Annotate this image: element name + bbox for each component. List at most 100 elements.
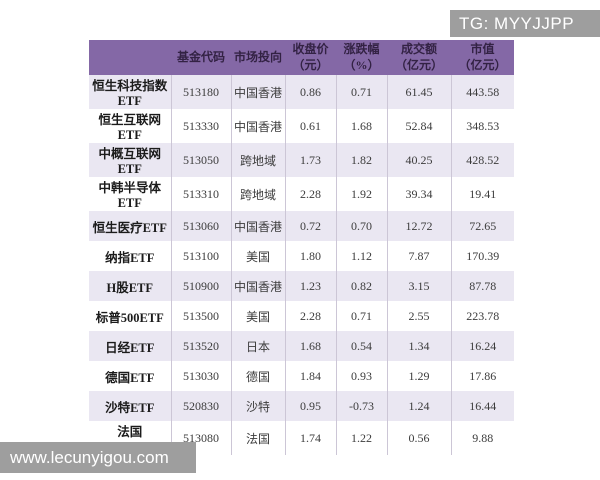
market-cell: 中国香港 [230, 75, 285, 109]
market-cell: 美国 [230, 301, 285, 331]
turnover-cell: 1.24 [386, 391, 451, 421]
header-close-price: 收盘价 （元） [285, 40, 336, 75]
close-price-cell: 1.68 [284, 331, 336, 361]
table-row: 恒生互联网ETF 513330 中国香港 0.61 1.68 52.84 348… [89, 109, 514, 143]
change-pct-cell: 0.70 [335, 211, 387, 241]
market-cap-cell: 17.86 [450, 361, 514, 391]
fund-code-cell: 513060 [170, 211, 231, 241]
turnover-cell: 2.55 [386, 301, 451, 331]
market-cell: 中国香港 [230, 211, 285, 241]
market-cap-cell: 428.52 [450, 143, 514, 177]
fund-code-cell: 520830 [170, 391, 231, 421]
fund-code-cell: 513330 [170, 109, 231, 143]
table-row: H股ETF 510900 中国香港 1.23 0.82 3.15 87.78 [89, 271, 514, 301]
market-cell: 法国 [230, 421, 285, 455]
header-change-pct: 涨跌幅 （%） [336, 40, 387, 75]
close-price-cell: 0.95 [284, 391, 336, 421]
table-row: 中概互联网ETF 513050 跨地域 1.73 1.82 40.25 428.… [89, 143, 514, 177]
market-cap-cell: 348.53 [450, 109, 514, 143]
market-cell: 沙特 [230, 391, 285, 421]
turnover-cell: 7.87 [386, 241, 451, 271]
market-cap-cell: 223.78 [450, 301, 514, 331]
market-cap-cell: 87.78 [450, 271, 514, 301]
change-pct-cell: 0.71 [335, 301, 387, 331]
header-market-cap: 市值 （亿元） [451, 40, 514, 75]
market-cell: 德国 [230, 361, 285, 391]
turnover-cell: 12.72 [386, 211, 451, 241]
change-pct-cell: 0.71 [335, 75, 387, 109]
fund-code-cell: 513310 [170, 177, 231, 211]
change-pct-cell: 0.93 [335, 361, 387, 391]
market-cell: 美国 [230, 241, 285, 271]
close-price-cell: 1.73 [284, 143, 336, 177]
market-cap-cell: 19.41 [450, 177, 514, 211]
fund-name-cell: 纳指ETF [105, 250, 155, 265]
fund-code-cell: 513180 [170, 75, 231, 109]
fund-code-cell: 510900 [170, 271, 231, 301]
change-pct-cell: 0.82 [335, 271, 387, 301]
turnover-cell: 3.15 [386, 271, 451, 301]
close-price-cell: 0.72 [284, 211, 336, 241]
close-price-cell: 0.61 [284, 109, 336, 143]
market-cap-cell: 443.58 [450, 75, 514, 109]
turnover-cell: 61.45 [386, 75, 451, 109]
header-fund-name [89, 40, 171, 75]
market-cap-cell: 170.39 [450, 241, 514, 271]
turnover-cell: 1.29 [386, 361, 451, 391]
table-row: 德国ETF 513030 德国 1.84 0.93 1.29 17.86 [89, 361, 514, 391]
market-cap-cell: 72.65 [450, 211, 514, 241]
fund-name-cell: 恒生医疗ETF [92, 220, 167, 235]
market-cap-cell: 9.88 [450, 421, 514, 455]
etf-table: 基金代码 市场投向 收盘价 （元） 涨跌幅 （%） 成交额 （亿元） 市值 （亿… [89, 40, 514, 455]
change-pct-cell: 0.54 [335, 331, 387, 361]
change-pct-cell: 1.12 [335, 241, 387, 271]
table-row: 恒生科技指数ETF 513180 中国香港 0.86 0.71 61.45 44… [89, 75, 514, 109]
table-row: 日经ETF 513520 日本 1.68 0.54 1.34 16.24 [89, 331, 514, 361]
market-cell: 中国香港 [230, 271, 285, 301]
fund-name-cell: 中概互联网ETF [98, 147, 161, 176]
close-price-cell: 2.28 [284, 177, 336, 211]
table-row: 沙特ETF 520830 沙特 0.95 -0.73 1.24 16.44 [89, 391, 514, 421]
close-price-cell: 1.80 [284, 241, 336, 271]
watermark: www.lecunyigou.com [0, 442, 196, 473]
table-row: 恒生医疗ETF 513060 中国香港 0.72 0.70 12.72 72.6… [89, 211, 514, 241]
close-price-cell: 0.86 [284, 75, 336, 109]
market-cell: 跨地域 [230, 143, 285, 177]
fund-name-cell: 恒生科技指数ETF [92, 79, 168, 108]
market-cell: 日本 [230, 331, 285, 361]
header-turnover: 成交额 （亿元） [387, 40, 451, 75]
turnover-cell: 39.34 [386, 177, 451, 211]
turnover-cell: 52.84 [386, 109, 451, 143]
fund-name-cell: 德国ETF [105, 370, 155, 385]
fund-name-cell: 标普500ETF [95, 310, 164, 325]
change-pct-cell: 1.92 [335, 177, 387, 211]
close-price-cell: 1.74 [284, 421, 336, 455]
close-price-cell: 1.84 [284, 361, 336, 391]
market-cell: 跨地域 [230, 177, 285, 211]
close-price-cell: 2.28 [284, 301, 336, 331]
table-header: 基金代码 市场投向 收盘价 （元） 涨跌幅 （%） 成交额 （亿元） 市值 （亿… [89, 40, 514, 75]
table-row: 纳指ETF 513100 美国 1.80 1.12 7.87 170.39 [89, 241, 514, 271]
market-cap-cell: 16.24 [450, 331, 514, 361]
change-pct-cell: 1.68 [335, 109, 387, 143]
fund-code-cell: 513050 [170, 143, 231, 177]
fund-code-cell: 513080 [170, 421, 231, 455]
fund-name-cell: 日经ETF [105, 340, 155, 355]
header-row: 基金代码 市场投向 收盘价 （元） 涨跌幅 （%） 成交额 （亿元） 市值 （亿… [89, 40, 514, 75]
header-market: 市场投向 [231, 40, 285, 75]
turnover-cell: 40.25 [386, 143, 451, 177]
fund-name-cell: 恒生互联网ETF [98, 113, 161, 142]
turnover-cell: 0.56 [386, 421, 451, 455]
market-cell: 中国香港 [230, 109, 285, 143]
fund-code-cell: 513100 [170, 241, 231, 271]
close-price-cell: 1.23 [284, 271, 336, 301]
header-fund-code: 基金代码 [171, 40, 231, 75]
turnover-cell: 1.34 [386, 331, 451, 361]
change-pct-cell: -0.73 [335, 391, 387, 421]
change-pct-cell: 1.82 [335, 143, 387, 177]
table-body: 恒生科技指数ETF 513180 中国香港 0.86 0.71 61.45 44… [89, 75, 514, 455]
fund-code-cell: 513520 [170, 331, 231, 361]
table-row: 中韩半导体ETF 513310 跨地域 2.28 1.92 39.34 19.4… [89, 177, 514, 211]
tg-badge: TG: MYYJJPP [450, 10, 600, 37]
